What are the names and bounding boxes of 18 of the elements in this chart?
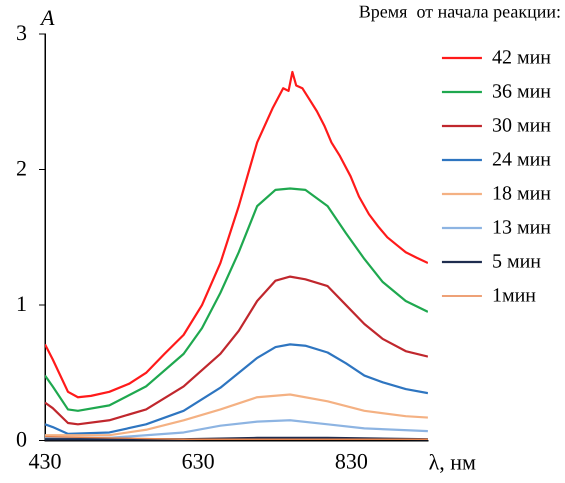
legend-label: 42 мин <box>492 46 552 68</box>
y-axis-title: A <box>39 4 55 30</box>
legend-label: 1мин <box>492 284 536 306</box>
x-tick-label: 630 <box>182 448 215 474</box>
legend-label: 5 мин <box>492 250 542 272</box>
legend-label: 24 мин <box>492 148 552 170</box>
y-tick-label: 1 <box>16 290 27 316</box>
x-tick-label: 430 <box>28 448 62 474</box>
legend-label: 18 мин <box>492 182 552 204</box>
y-tick-label: 0 <box>16 426 27 452</box>
y-tick-label: 2 <box>16 155 27 180</box>
legend-label: 30 мин <box>492 114 552 136</box>
x-axis-title: λ, нм <box>428 449 476 474</box>
legend-label: 13 мин <box>492 216 552 238</box>
legend-label: 36 мин <box>492 80 552 102</box>
legend-title: Время от начала реакции: <box>358 2 561 22</box>
y-tick-label: 3 <box>16 20 27 45</box>
x-tick-label: 830 <box>334 448 368 474</box>
